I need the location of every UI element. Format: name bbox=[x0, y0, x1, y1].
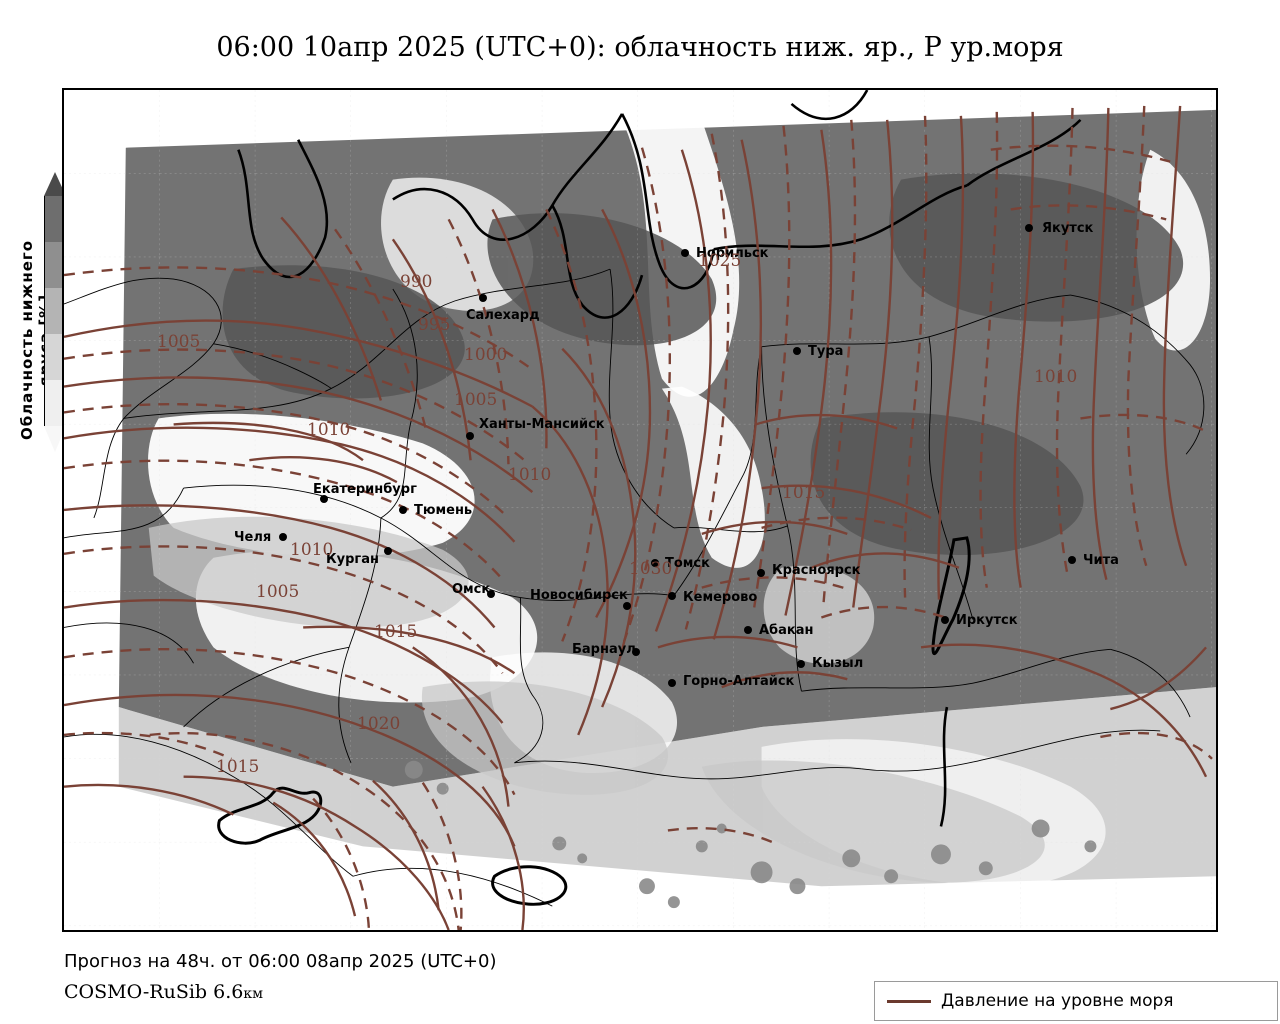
legend-label-pressure: Давление на уровне моря bbox=[941, 991, 1174, 1011]
city-marker[interactable] bbox=[320, 495, 328, 503]
city-label: Чита bbox=[1083, 553, 1119, 568]
city-label: Салехард bbox=[466, 308, 540, 323]
model-info-line: COSMO-RuSib 6.6км bbox=[64, 981, 263, 1003]
city-marker[interactable] bbox=[623, 602, 631, 610]
city-label: Новосибирск bbox=[530, 588, 628, 603]
city-label: Кызыл bbox=[812, 656, 864, 671]
colorbar bbox=[44, 172, 66, 572]
city-label: Челя bbox=[234, 530, 272, 545]
isobar-value-label: 1010 bbox=[307, 420, 351, 440]
city-marker[interactable] bbox=[466, 432, 474, 440]
isobar-value-label: 1015 bbox=[374, 622, 418, 642]
city-marker[interactable] bbox=[279, 533, 287, 541]
city-marker[interactable] bbox=[399, 506, 407, 514]
map-canvas bbox=[64, 90, 1216, 930]
isobar-value-label: 995 bbox=[418, 315, 451, 335]
isobar-value-label: 1020 bbox=[357, 714, 401, 734]
city-marker[interactable] bbox=[757, 569, 765, 577]
city-label: Иркутск bbox=[956, 613, 1018, 628]
city-marker[interactable] bbox=[797, 660, 805, 668]
city-marker[interactable] bbox=[632, 648, 640, 656]
city-marker[interactable] bbox=[1025, 224, 1033, 232]
colorbar-bottom-arrow bbox=[44, 426, 66, 452]
city-label: Екатеринбург bbox=[313, 482, 417, 497]
city-label: Барнаул bbox=[572, 642, 636, 657]
city-label: Абакан bbox=[759, 623, 814, 638]
isobars-solid bbox=[64, 105, 1208, 930]
city-label: Омск bbox=[452, 582, 491, 597]
isobar-value-label: 1005 bbox=[256, 582, 300, 602]
isobar-value-label: 1000 bbox=[464, 345, 508, 365]
city-label: Курган bbox=[326, 552, 379, 567]
city-marker[interactable] bbox=[668, 679, 676, 687]
legend-box: Давление на уровне моря bbox=[874, 981, 1278, 1021]
city-marker[interactable] bbox=[651, 559, 659, 567]
city-label: Тюмень bbox=[414, 503, 473, 518]
weather-map[interactable]: Якутск Тура Норильск Салехард Ханты-Мансийск… bbox=[62, 88, 1218, 932]
model-resolution-unit: км bbox=[243, 986, 263, 1002]
city-label: Ханты-Мансийск bbox=[479, 417, 605, 432]
isobars-dashed bbox=[64, 105, 1213, 930]
isobar-value-label: 1005 bbox=[157, 332, 201, 352]
model-name: COSMO-RuSib 6.6 bbox=[64, 981, 244, 1003]
city-marker[interactable] bbox=[384, 547, 392, 555]
city-marker[interactable] bbox=[487, 590, 495, 598]
city-label: Норильск bbox=[696, 246, 769, 261]
colorbar-top-arrow bbox=[44, 172, 66, 196]
isobar-value-label: 1010 bbox=[290, 540, 334, 560]
city-label: Томск bbox=[665, 556, 710, 571]
isobar-value-label: 1015 bbox=[216, 757, 260, 777]
isobar-value-label: 1005 bbox=[454, 390, 498, 410]
administrative-borders bbox=[64, 268, 1205, 907]
isobar-value-label: 1030 bbox=[629, 559, 673, 579]
isobar-value-label: 1015 bbox=[782, 483, 826, 503]
city-label: Якутск bbox=[1042, 221, 1094, 236]
city-label: Кемерово bbox=[683, 590, 758, 605]
city-marker[interactable] bbox=[793, 347, 801, 355]
lake-baikal bbox=[931, 536, 971, 656]
isobar-value-label: 990 bbox=[400, 272, 433, 292]
isobar-value-label: 1010 bbox=[508, 465, 552, 485]
city-marker[interactable] bbox=[681, 249, 689, 257]
city-marker[interactable] bbox=[668, 592, 676, 600]
city-marker[interactable] bbox=[744, 626, 752, 634]
city-marker[interactable] bbox=[1068, 556, 1076, 564]
page-title: 06:00 10апр 2025 (UTC+0): облачность ниж… bbox=[216, 32, 1064, 63]
isobar-value-label: 1025 bbox=[698, 251, 742, 271]
isobar-value-label: 1010 bbox=[1034, 367, 1078, 387]
city-label: Красноярск bbox=[772, 563, 861, 578]
map-graticule bbox=[64, 90, 1216, 930]
city-marker[interactable] bbox=[479, 294, 487, 302]
lake-balkhash bbox=[217, 786, 568, 906]
city-label: Горно-Алтайск bbox=[683, 674, 795, 689]
coastline bbox=[237, 90, 1082, 827]
forecast-info-line: Прогноз на 48ч. от 06:00 08апр 2025 (UTC… bbox=[64, 951, 497, 972]
pressure-line-swatch bbox=[887, 999, 931, 1003]
city-label: Тура bbox=[808, 344, 844, 359]
city-marker[interactable] bbox=[941, 616, 949, 624]
